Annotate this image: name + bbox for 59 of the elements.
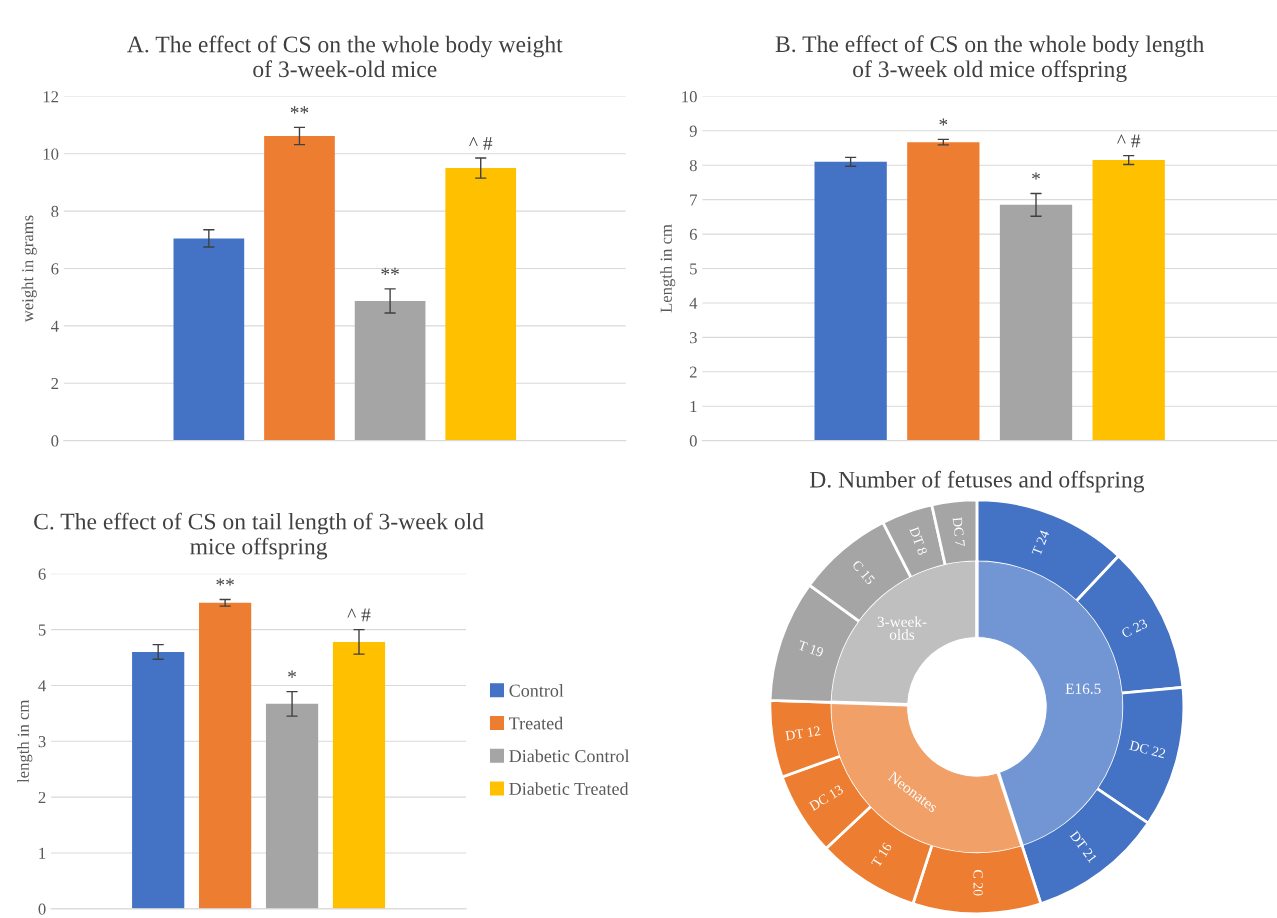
y-tick-label: 0 <box>38 903 46 915</box>
y-tick-label: 8 <box>689 159 697 172</box>
data-label: * <box>288 670 296 678</box>
chart-title: A. The effect of CS on the whole body weight of 3-week-old mice <box>127 35 563 78</box>
y-tick-label: 4 <box>38 680 46 692</box>
y-axis-title: weight in grams <box>21 215 37 323</box>
y-tick-label: 5 <box>690 263 697 275</box>
y-tick-label: 9 <box>689 125 697 137</box>
slice-label: T 19 <box>797 640 824 658</box>
y-tick-label: 7 <box>690 194 698 206</box>
y-tick-label: 2 <box>38 791 46 803</box>
slice-label: DC 13 <box>808 784 844 812</box>
chart-title: D. Number of fetuses and offspring <box>809 470 1145 493</box>
data-label: ** <box>290 106 309 114</box>
slice-label: DC 7 <box>952 516 966 547</box>
slice-label: C 15 <box>851 559 876 586</box>
data-label: ^ # <box>1117 134 1141 148</box>
y-tick-label: 5 <box>38 624 46 636</box>
chart-title: C. The effect of CS on tail length of 3-week old mice offspring <box>34 512 484 560</box>
data-label: * <box>939 118 948 126</box>
legend-label: Control <box>509 684 564 697</box>
y-tick-label: 0 <box>51 435 59 447</box>
slice-label: C 23 <box>1120 618 1148 639</box>
slice-label: DT 8 <box>909 526 928 556</box>
y-tick-label: 8 <box>51 205 59 218</box>
data-label: ** <box>381 267 399 275</box>
y-tick-label: 1 <box>690 400 697 412</box>
y-tick-label: 6 <box>38 568 46 580</box>
slice-label: T 16 <box>870 841 893 868</box>
data-label: * <box>1032 172 1040 180</box>
data-label: ** <box>216 578 234 586</box>
slice-label: C 20 <box>973 870 983 896</box>
y-tick-label: 1 <box>39 847 46 859</box>
text: 3-week- olds <box>877 616 927 640</box>
legend-label: Diabetic Treated <box>509 782 629 795</box>
data-label: ^ # <box>469 137 493 150</box>
slice-label: DC 22 <box>1129 740 1166 759</box>
y-tick-label: 0 <box>689 435 697 447</box>
slice-label: DT 21 <box>1069 830 1098 864</box>
y-axis-title: length in cm <box>17 699 33 783</box>
y-tick-label: 10 <box>43 148 59 160</box>
legend-label: Diabetic Control <box>509 749 630 763</box>
slice-label: DT 12 <box>785 725 821 741</box>
data-label: ^ # <box>347 608 371 622</box>
y-tick-label: 2 <box>51 378 59 390</box>
y-tick-label: 4 <box>689 297 698 309</box>
y-axis-title: Length in cm <box>660 224 676 313</box>
y-tick-label: 12 <box>43 91 59 103</box>
y-tick-label: 10 <box>682 91 697 103</box>
y-tick-label: 2 <box>689 366 697 378</box>
y-tick-label: 3 <box>689 332 697 344</box>
chart-title: B. The effect of CS on the whole body length of 3-week old mice offspring <box>775 35 1205 83</box>
y-tick-label: 6 <box>51 263 59 275</box>
text: E16.5 <box>1065 683 1101 694</box>
y-tick-label: 4 <box>50 320 59 332</box>
y-tick-label: 3 <box>38 736 46 748</box>
legend-label: Treated <box>509 716 563 730</box>
y-tick-label: 6 <box>689 228 697 241</box>
slice-label: T 24 <box>1031 529 1050 557</box>
